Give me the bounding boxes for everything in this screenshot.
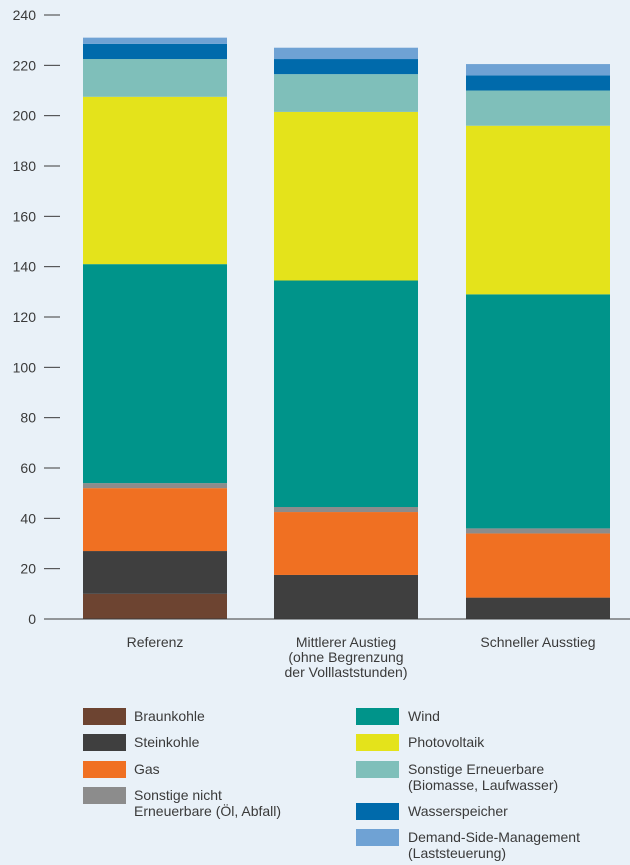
legend-swatch [356, 829, 399, 846]
y-tick-label: 20 [20, 561, 36, 577]
bar-segment [83, 43, 227, 60]
bar-segment [83, 483, 227, 489]
bar-segment [274, 574, 418, 619]
legend-label: Steinkohle [134, 734, 200, 750]
y-tick-label: 140 [13, 259, 37, 275]
y-tick-label: 200 [13, 108, 37, 124]
y-tick-label: 240 [13, 7, 37, 23]
y-tick-label: 60 [20, 460, 36, 476]
bar-segment [83, 593, 227, 619]
bar-segment [83, 96, 227, 265]
y-tick-label: 100 [13, 359, 37, 375]
bar-segment [466, 75, 610, 91]
legend-swatch [83, 708, 126, 725]
y-tick-label: 220 [13, 57, 37, 73]
bar-segment [466, 533, 610, 598]
stacked-bar-chart: 0 20 40 60 80 100 120 140 160 180 200 220 240 Referen… [13, 7, 630, 680]
bar-segment [466, 90, 610, 126]
legend-label: Sonstige Erneuerbare (Biomasse, Laufwass… [408, 761, 559, 793]
legend-swatch [356, 734, 399, 751]
bar-segment [83, 551, 227, 594]
bar-segment [274, 111, 418, 281]
bar-segment [274, 512, 418, 575]
bar-segment [274, 74, 418, 112]
y-tick-label: 40 [20, 510, 36, 526]
bar-segment [274, 47, 418, 60]
legend-label: Sonstige nicht Erneuerbare (Öl, Abfall) [134, 787, 282, 819]
y-tick-label: 180 [13, 158, 37, 174]
category-label: Referenz [127, 634, 184, 650]
legend-label: Wind [408, 708, 440, 724]
y-tick-label: 0 [28, 611, 36, 627]
bar-segment [83, 37, 227, 44]
legend-swatch [83, 761, 126, 778]
legend-swatch [83, 787, 126, 804]
bar-segment [466, 294, 610, 529]
legend-label: Braunkohle [134, 708, 205, 724]
bar-segment [274, 59, 418, 75]
legend-swatch [356, 708, 399, 725]
y-tick-label: 80 [20, 410, 36, 426]
legend-label: Gas [134, 761, 160, 777]
bar-segment [466, 125, 610, 295]
bar-segment [274, 280, 418, 508]
bar-segment [83, 59, 227, 97]
bar-segment [83, 264, 227, 484]
category-label: Schneller Ausstieg [480, 634, 595, 650]
legend-swatch [356, 761, 399, 778]
legend-label: Wasserspeicher [408, 803, 508, 819]
bar-segment [83, 488, 227, 552]
bar-segment [466, 528, 610, 534]
bar-segment [274, 507, 418, 513]
legend-swatch [356, 803, 399, 820]
bar-segment [466, 64, 610, 76]
category-label: Mittlerer Austieg (ohne Begrenzung der Vol… [285, 634, 408, 680]
bar-segment [466, 597, 610, 619]
y-tick-label: 160 [13, 208, 37, 224]
legend-label: Demand-Side-Management (Laststeuerung) [408, 829, 580, 861]
legend-label: Photovoltaik [408, 734, 485, 750]
y-tick-label: 120 [13, 309, 37, 325]
legend-swatch [83, 734, 126, 751]
